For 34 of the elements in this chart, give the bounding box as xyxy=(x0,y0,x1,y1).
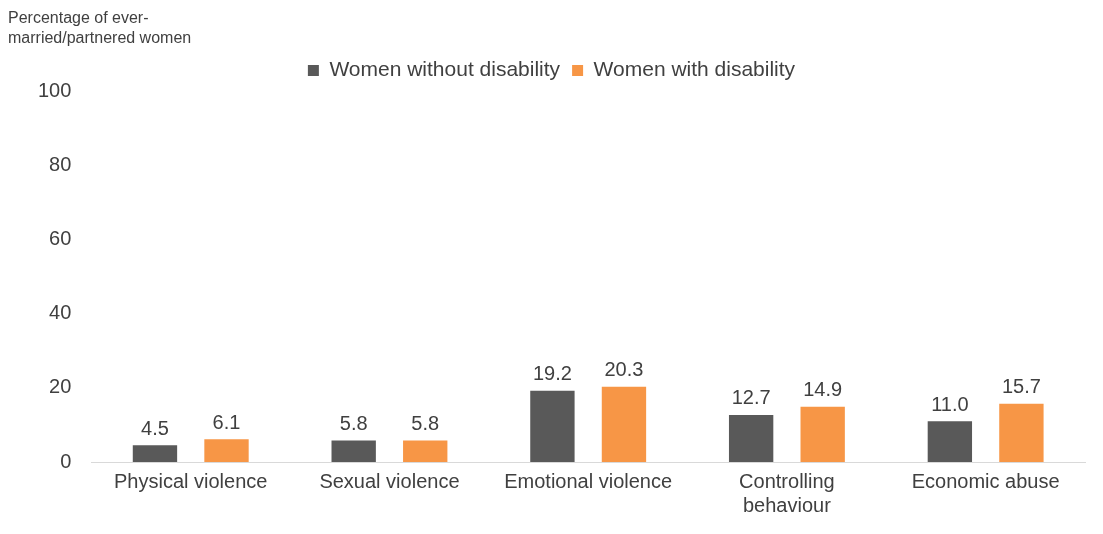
data-label: 4.5 xyxy=(141,416,169,439)
bar xyxy=(927,421,973,462)
x-tick-label: Physical violence xyxy=(114,469,268,492)
data-label: 11.0 xyxy=(931,392,969,415)
data-label: 19.2 xyxy=(532,362,572,385)
bar xyxy=(132,445,178,462)
y-tick-label: 60 xyxy=(49,226,72,249)
x-tick-label: Emotional violence xyxy=(504,469,673,492)
bar xyxy=(800,406,845,462)
y-tick-label: 20 xyxy=(49,375,72,398)
bar xyxy=(204,439,249,462)
data-label: 20.3 xyxy=(604,358,644,381)
data-label: 6.1 xyxy=(212,410,241,433)
y-tick-label: 0 xyxy=(60,449,72,472)
x-tick-label: Sexual violence xyxy=(319,469,460,492)
bar xyxy=(331,440,376,462)
bar xyxy=(728,414,774,462)
bar xyxy=(530,390,575,462)
x-tick-label: Controlling behaviour xyxy=(739,469,835,516)
legend-label: Women with disability xyxy=(593,57,796,81)
bar xyxy=(601,386,647,462)
data-label: 15.7 xyxy=(1001,375,1041,398)
y-tick-label: 80 xyxy=(49,152,72,175)
legend-label: Women without disability xyxy=(329,57,561,81)
y-axis-title: Percentage of ever-married/partnered women xyxy=(8,8,193,48)
bar xyxy=(403,440,448,462)
bar xyxy=(999,403,1044,462)
data-label: 12.7 xyxy=(731,386,771,409)
data-label: 14.9 xyxy=(803,378,843,401)
x-tick-label: Economic abuse xyxy=(911,469,1060,492)
data-label: 5.8 xyxy=(411,412,440,434)
y-tick-label: 40 xyxy=(49,301,72,324)
data-label: 5.8 xyxy=(339,412,368,434)
y-tick-label: 100 xyxy=(37,78,72,101)
